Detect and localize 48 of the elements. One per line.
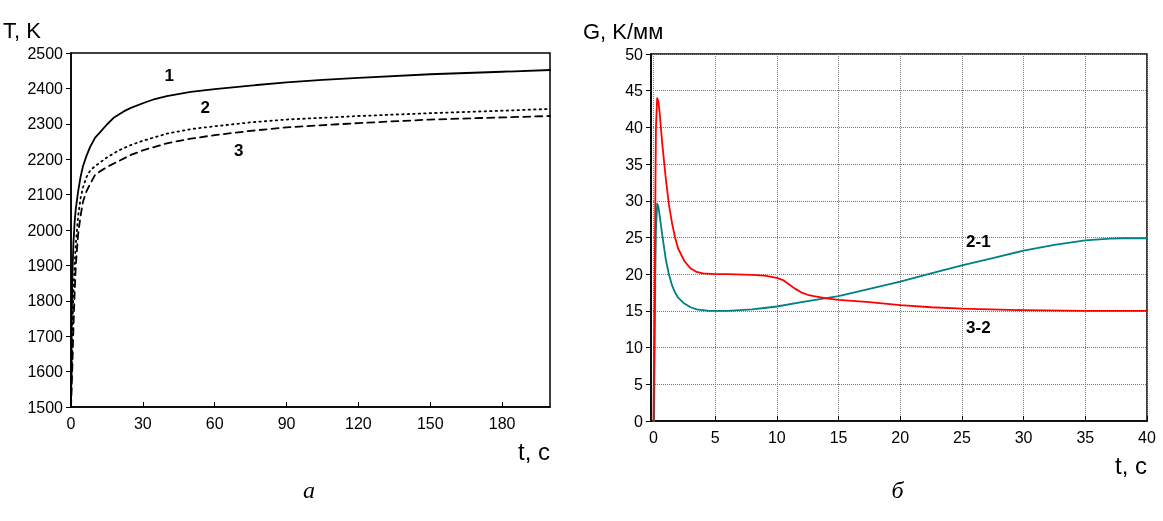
y-tick-label: 25 [625,229,644,246]
y-tick-label: 15 [625,302,644,320]
x-tick-label: 10 [767,428,786,446]
x-tick-label: 120 [345,414,372,432]
x-tick-label: 25 [953,428,971,446]
y-tick-label: 2100 [27,186,64,204]
series-label: 3 [233,140,244,160]
y-tick-label: 45 [625,82,644,100]
y-axis-title: T, K [3,17,42,43]
y-tick-label: 50 [625,45,644,63]
y-tick-label: 10 [625,339,644,357]
series-label: 1 [164,66,174,86]
y-tick-label: 2200 [27,150,64,168]
x-axis-title: t, с [517,437,550,465]
x-tick-label: 30 [1014,428,1033,446]
y-tick-label: 35 [625,155,644,173]
series-label: 3-2 [966,317,991,337]
y-tick-label: 1900 [27,256,64,274]
y-tick-label: 40 [625,118,644,136]
x-tick-label: 150 [416,414,444,432]
series-label: 2-1 [966,231,991,251]
y-tick-label: 2300 [27,115,64,133]
x-tick-label: 180 [488,414,516,432]
x-tick-label: 30 [133,414,152,432]
x-axis-title: t, с [1114,451,1147,479]
text: а [303,477,315,503]
x-tick-label: 20 [891,428,910,446]
y-tick-label: 1800 [27,292,64,310]
y-tick-label: 1600 [27,363,64,381]
y-tick-label: 30 [625,192,644,210]
y-tick-label: 20 [625,265,644,283]
y-tick-label: 2500 [27,44,64,62]
y-tick-label: 2400 [27,79,64,97]
x-tick-label: 5 [710,428,720,446]
x-tick-label: 0 [66,414,76,432]
y-tick-label: 1500 [27,398,64,416]
y-tick-label: 5 [634,375,644,393]
text: б [891,477,905,503]
x-tick-label: 60 [205,414,224,432]
x-tick-label: 40 [1138,428,1156,446]
x-tick-label: 35 [1076,428,1095,446]
series-label: 2 [200,97,210,117]
x-tick-label: 0 [649,428,659,446]
x-tick-label: 90 [277,414,296,432]
y-axis-title: G, K/мм [583,18,664,44]
y-tick-label: 2000 [27,221,64,239]
x-tick-label: 15 [829,428,848,446]
y-tick-label: 1700 [27,327,64,345]
